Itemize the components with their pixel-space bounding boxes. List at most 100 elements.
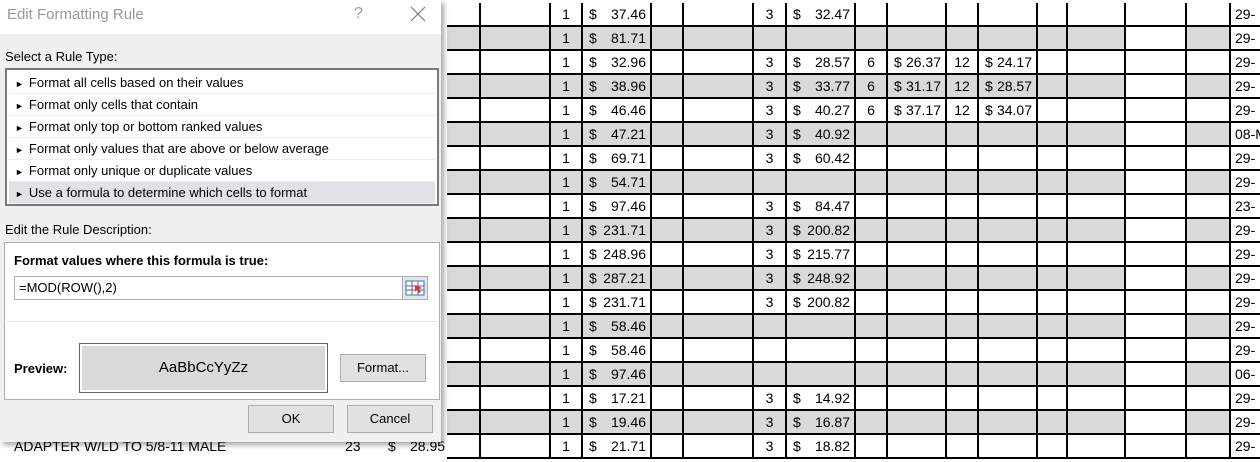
cell-q4[interactable] — [947, 387, 979, 411]
cell-p2[interactable]: $248.92 — [787, 267, 856, 291]
rule-type-item[interactable]: ► Format only cells that contain — [9, 94, 435, 116]
cell-q3[interactable] — [856, 411, 888, 435]
cell-q1[interactable]: 1 — [551, 411, 583, 435]
cell-empty[interactable] — [481, 51, 551, 75]
cell-empty[interactable] — [447, 195, 481, 219]
cell-q3[interactable] — [856, 291, 888, 315]
cell-empty[interactable] — [1126, 171, 1187, 195]
cell-date[interactable]: 29- — [1231, 243, 1260, 267]
cell-p1[interactable]: $97.46 — [583, 195, 652, 219]
cell-empty[interactable] — [1187, 291, 1231, 315]
rule-type-list[interactable]: ► Format all cells based on their values ►… — [5, 68, 439, 206]
cell-empty[interactable] — [1038, 435, 1068, 459]
cell-empty[interactable] — [1038, 51, 1068, 75]
cell-q4[interactable] — [947, 243, 979, 267]
cell-empty[interactable] — [481, 171, 551, 195]
cell-q4[interactable] — [947, 195, 979, 219]
cell-empty[interactable] — [1068, 243, 1126, 267]
cell-q2[interactable]: 3 — [754, 291, 787, 315]
cell-q3[interactable] — [856, 3, 888, 27]
cell-p3[interactable] — [888, 27, 947, 51]
cell-q1[interactable]: 1 — [551, 339, 583, 363]
cell-date[interactable]: 08-M — [1231, 123, 1260, 147]
cell-empty[interactable] — [684, 171, 754, 195]
cell-p2[interactable]: $200.82 — [787, 291, 856, 315]
cell-p2[interactable]: $40.92 — [787, 123, 856, 147]
cell-date[interactable]: 06- — [1231, 363, 1260, 387]
cell-empty[interactable] — [1187, 195, 1231, 219]
cell-empty[interactable] — [1038, 171, 1068, 195]
cell-date[interactable]: 29- — [1231, 267, 1260, 291]
cell-q3[interactable] — [856, 123, 888, 147]
cell-empty[interactable] — [1068, 3, 1126, 27]
cell-p4[interactable] — [979, 363, 1038, 387]
cell-empty[interactable] — [1187, 411, 1231, 435]
cell-p3[interactable] — [888, 123, 947, 147]
cell-q3[interactable] — [856, 363, 888, 387]
cell-p3[interactable] — [888, 219, 947, 243]
cell-empty[interactable] — [1038, 291, 1068, 315]
cell-empty[interactable] — [1126, 339, 1187, 363]
cell-p4[interactable] — [979, 291, 1038, 315]
cell-date[interactable]: 29- — [1231, 147, 1260, 171]
cell-date[interactable]: 29- — [1231, 411, 1260, 435]
cell-empty[interactable] — [1187, 27, 1231, 51]
cell-q2[interactable]: 3 — [754, 3, 787, 27]
cell-empty[interactable] — [652, 171, 684, 195]
cell-p3[interactable] — [888, 267, 947, 291]
cell-p4[interactable]: $24.17 — [979, 51, 1038, 75]
cell-empty[interactable] — [447, 51, 481, 75]
cell-q4[interactable] — [947, 171, 979, 195]
cell-q2[interactable]: 3 — [754, 243, 787, 267]
cell-p2[interactable] — [787, 339, 856, 363]
cell-q4[interactable] — [947, 363, 979, 387]
cell-q3[interactable] — [856, 147, 888, 171]
cell-p1[interactable]: $46.46 — [583, 99, 652, 123]
cell-q2[interactable]: 3 — [754, 123, 787, 147]
cell-q3[interactable] — [856, 243, 888, 267]
range-select-button[interactable] — [402, 277, 427, 299]
cell-p1[interactable]: $81.71 — [583, 27, 652, 51]
cell-empty[interactable] — [1038, 339, 1068, 363]
cell-empty[interactable] — [1038, 315, 1068, 339]
close-icon[interactable] — [408, 4, 428, 24]
cell-p1[interactable]: $248.96 — [583, 243, 652, 267]
cell-q4[interactable] — [947, 411, 979, 435]
cell-empty[interactable] — [652, 339, 684, 363]
cancel-button[interactable]: Cancel — [347, 405, 433, 433]
cell-p4[interactable] — [979, 339, 1038, 363]
cell-p3[interactable]: $31.17 — [888, 75, 947, 99]
formula-input[interactable]: =MOD(ROW(),2) — [14, 276, 428, 300]
cell-empty[interactable] — [1068, 339, 1126, 363]
cell-empty[interactable] — [447, 411, 481, 435]
rule-type-item[interactable]: ► Format only values that are above or be… — [9, 138, 435, 160]
rule-type-item[interactable]: ► Format all cells based on their values — [9, 72, 435, 94]
cell-q4[interactable] — [947, 3, 979, 27]
cell-empty[interactable] — [1187, 387, 1231, 411]
cell-p2[interactable]: $33.77 — [787, 75, 856, 99]
cell-empty[interactable] — [1126, 99, 1187, 123]
cell-empty[interactable] — [1068, 99, 1126, 123]
cell-empty[interactable] — [1187, 171, 1231, 195]
cell-q1[interactable]: 1 — [551, 51, 583, 75]
cell-p3[interactable] — [888, 243, 947, 267]
cell-empty[interactable] — [481, 387, 551, 411]
cell-q1[interactable]: 1 — [551, 27, 583, 51]
cell-q4[interactable]: 12 — [947, 51, 979, 75]
cell-empty[interactable] — [1038, 147, 1068, 171]
cell-p1[interactable]: $19.46 — [583, 411, 652, 435]
cell-empty[interactable] — [1187, 267, 1231, 291]
cell-empty[interactable] — [1068, 171, 1126, 195]
cell-q2[interactable]: 3 — [754, 267, 787, 291]
cell-empty[interactable] — [684, 363, 754, 387]
help-button[interactable]: ? — [354, 5, 363, 22]
cell-q1[interactable]: 1 — [551, 435, 583, 459]
cell-p3[interactable] — [888, 339, 947, 363]
cell-q3[interactable] — [856, 27, 888, 51]
cell-p2[interactable]: $32.47 — [787, 3, 856, 27]
cell-q4[interactable] — [947, 147, 979, 171]
cell-empty[interactable] — [1126, 195, 1187, 219]
cell-empty[interactable] — [652, 3, 684, 27]
cell-q1[interactable]: 1 — [551, 147, 583, 171]
cell-empty[interactable] — [1038, 27, 1068, 51]
